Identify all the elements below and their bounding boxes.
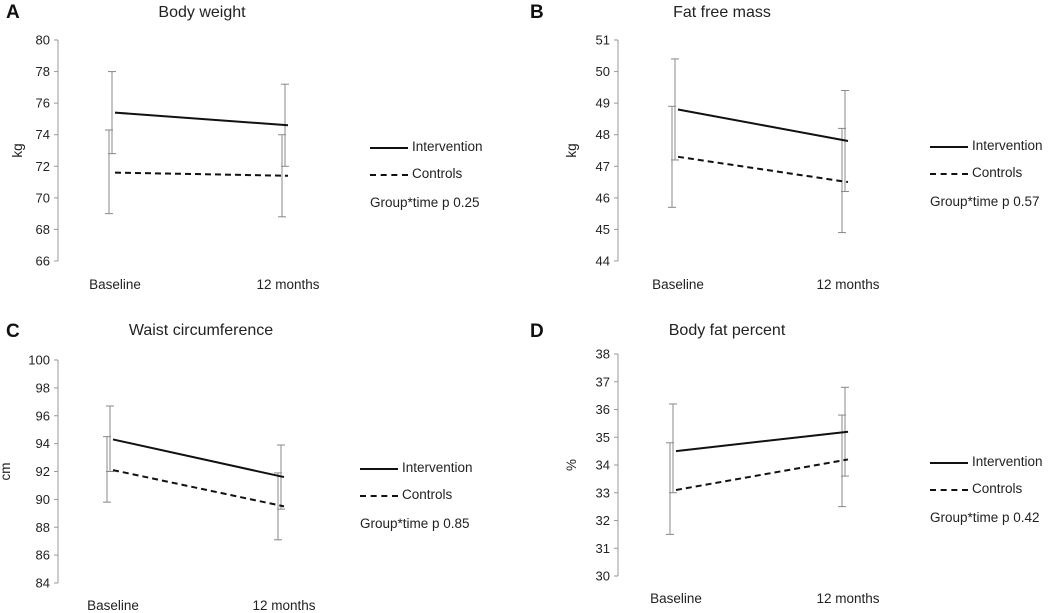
legend-solid-line bbox=[930, 146, 968, 148]
legend-solid-line bbox=[930, 462, 968, 464]
y-tick-label: 84 bbox=[36, 576, 50, 591]
y-tick-label: 36 bbox=[596, 402, 610, 417]
legend-label-intervention: Intervention bbox=[402, 460, 473, 475]
x-tick-label: Baseline bbox=[650, 591, 702, 606]
y-tick-label: 45 bbox=[596, 222, 610, 237]
x-tick-label: 12 months bbox=[256, 277, 319, 292]
y-tick-label: 38 bbox=[596, 347, 610, 362]
y-tick-label: 49 bbox=[596, 96, 610, 111]
x-tick-label: Baseline bbox=[89, 277, 141, 292]
series-line-intervention bbox=[112, 438, 285, 479]
legend-label-controls: Controls bbox=[972, 481, 1023, 496]
panel-letter-b: B bbox=[530, 2, 544, 23]
interaction-p-value: Group*time p 0.57 bbox=[930, 194, 1040, 209]
x-tick-label: 12 months bbox=[816, 591, 879, 606]
y-tick-label: 31 bbox=[596, 541, 610, 556]
x-tick-label: 12 months bbox=[252, 598, 315, 613]
y-tick-label: 37 bbox=[596, 374, 610, 389]
y-tick-label: 35 bbox=[596, 430, 610, 445]
series-line-controls bbox=[677, 155, 849, 184]
y-axis-label: cm bbox=[0, 463, 13, 481]
y-tick-label: 94 bbox=[36, 436, 50, 451]
interaction-p-value: Group*time p 0.25 bbox=[370, 195, 480, 210]
y-tick-label: 76 bbox=[36, 96, 50, 111]
y-axis-label: kg bbox=[564, 143, 579, 157]
y-tick-label: 51 bbox=[596, 33, 610, 48]
legend-label-controls: Controls bbox=[402, 487, 453, 502]
y-axis-label: kg bbox=[10, 143, 25, 157]
legend-label-controls: Controls bbox=[412, 166, 463, 181]
chart-title-c: Waist circumference bbox=[128, 322, 274, 339]
y-tick-label: 100 bbox=[28, 353, 50, 368]
legend-label-intervention: Intervention bbox=[972, 138, 1043, 153]
series-line-intervention bbox=[114, 111, 289, 127]
legend-dashed-line bbox=[930, 489, 968, 491]
y-tick-label: 96 bbox=[36, 408, 50, 423]
series-line-controls bbox=[114, 171, 289, 177]
y-tick-label: 66 bbox=[36, 254, 50, 269]
x-tick-label: Baseline bbox=[652, 277, 704, 292]
y-tick-label: 80 bbox=[36, 33, 50, 48]
series-line-intervention bbox=[677, 108, 849, 143]
y-tick-label: 33 bbox=[596, 485, 610, 500]
series-line-controls bbox=[112, 469, 285, 508]
chart-title-a: Body weight bbox=[158, 4, 246, 21]
legend-solid-line bbox=[370, 147, 408, 149]
y-tick-label: 98 bbox=[36, 380, 50, 395]
interaction-p-value: Group*time p 0.85 bbox=[360, 516, 470, 531]
y-tick-label: 72 bbox=[36, 159, 50, 174]
legend-label-controls: Controls bbox=[972, 165, 1023, 180]
y-tick-label: 78 bbox=[36, 64, 50, 79]
panel-letter-c: C bbox=[6, 321, 20, 342]
interaction-p-value: Group*time p 0.42 bbox=[930, 510, 1040, 525]
y-tick-label: 47 bbox=[596, 159, 610, 174]
y-tick-label: 48 bbox=[596, 127, 610, 142]
y-tick-label: 46 bbox=[596, 190, 610, 205]
y-tick-label: 68 bbox=[36, 222, 50, 237]
panel-letter-a: A bbox=[6, 2, 20, 23]
series-line-intervention bbox=[675, 430, 849, 453]
series-line-controls bbox=[675, 458, 849, 491]
y-tick-label: 88 bbox=[36, 520, 50, 535]
legend-dashed-line bbox=[370, 174, 408, 176]
y-tick-label: 50 bbox=[596, 64, 610, 79]
y-tick-label: 74 bbox=[36, 127, 50, 142]
legend-solid-line bbox=[360, 468, 398, 470]
chart-title-b: Fat free mass bbox=[673, 4, 771, 21]
legend-label-intervention: Intervention bbox=[412, 139, 483, 154]
y-tick-label: 90 bbox=[36, 492, 50, 507]
y-tick-label: 32 bbox=[596, 513, 610, 528]
y-tick-label: 44 bbox=[596, 254, 610, 269]
chart-title-d: Body fat percent bbox=[668, 322, 786, 339]
x-tick-label: Baseline bbox=[87, 598, 139, 613]
panel-letter-d: D bbox=[530, 321, 544, 342]
y-tick-label: 34 bbox=[596, 458, 610, 473]
legend-label-intervention: Intervention bbox=[972, 454, 1043, 469]
y-axis-label: % bbox=[564, 459, 579, 471]
y-tick-label: 70 bbox=[36, 190, 50, 205]
y-tick-label: 30 bbox=[596, 569, 610, 584]
legend-dashed-line bbox=[930, 173, 968, 175]
y-tick-label: 86 bbox=[36, 548, 50, 563]
y-tick-label: 92 bbox=[36, 464, 50, 479]
x-tick-label: 12 months bbox=[816, 277, 879, 292]
legend-dashed-line bbox=[360, 495, 398, 497]
